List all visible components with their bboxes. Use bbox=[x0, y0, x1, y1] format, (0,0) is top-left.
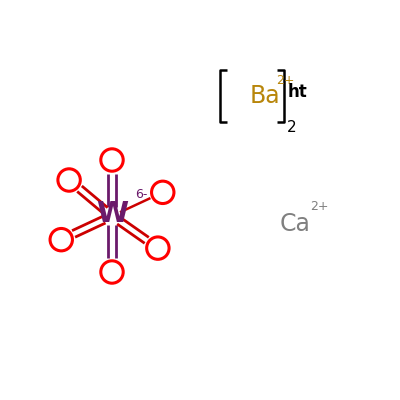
Text: 2+: 2+ bbox=[310, 200, 328, 213]
Text: Ba: Ba bbox=[250, 84, 281, 108]
Text: Ca: Ca bbox=[280, 212, 311, 236]
Text: 2: 2 bbox=[287, 120, 297, 135]
Text: 2+: 2+ bbox=[276, 74, 294, 87]
Text: ht: ht bbox=[287, 83, 307, 101]
Text: W: W bbox=[96, 200, 128, 228]
Text: 6-: 6- bbox=[135, 188, 148, 201]
